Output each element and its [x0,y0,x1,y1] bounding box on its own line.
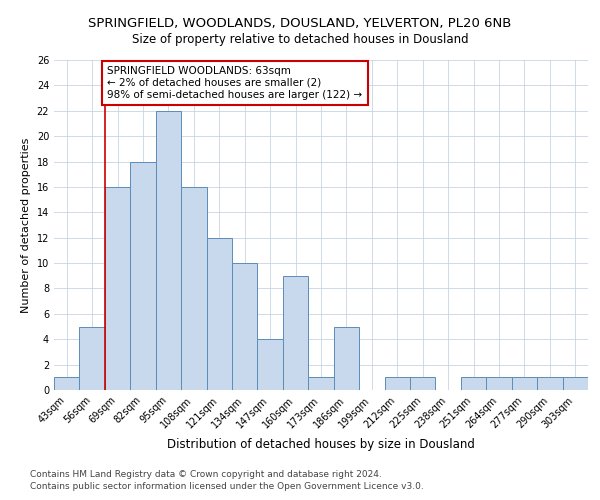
Bar [156,111,181,390]
Text: Contains public sector information licensed under the Open Government Licence v3: Contains public sector information licen… [30,482,424,491]
Bar [130,162,156,390]
Bar [537,378,563,390]
Bar [257,339,283,390]
Bar [79,326,105,390]
Text: SPRINGFIELD, WOODLANDS, DOUSLAND, YELVERTON, PL20 6NB: SPRINGFIELD, WOODLANDS, DOUSLAND, YELVER… [88,18,512,30]
Bar [334,326,359,390]
Bar [232,263,257,390]
X-axis label: Distribution of detached houses by size in Dousland: Distribution of detached houses by size … [167,438,475,451]
Y-axis label: Number of detached properties: Number of detached properties [21,138,31,312]
Bar [512,378,537,390]
Bar [461,378,486,390]
Bar [563,378,588,390]
Bar [206,238,232,390]
Bar [486,378,512,390]
Text: Size of property relative to detached houses in Dousland: Size of property relative to detached ho… [131,32,469,46]
Bar [181,187,206,390]
Text: SPRINGFIELD WOODLANDS: 63sqm
← 2% of detached houses are smaller (2)
98% of semi: SPRINGFIELD WOODLANDS: 63sqm ← 2% of det… [107,66,362,100]
Bar [385,378,410,390]
Bar [308,378,334,390]
Text: Contains HM Land Registry data © Crown copyright and database right 2024.: Contains HM Land Registry data © Crown c… [30,470,382,479]
Bar [283,276,308,390]
Bar [54,378,79,390]
Bar [410,378,436,390]
Bar [105,187,130,390]
